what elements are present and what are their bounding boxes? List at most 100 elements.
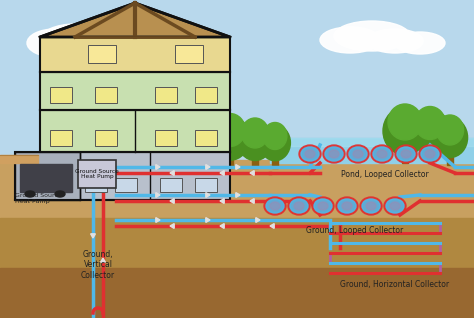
Bar [95, 87, 117, 103]
Ellipse shape [371, 145, 393, 163]
Ellipse shape [323, 145, 345, 163]
Ellipse shape [237, 121, 273, 161]
Polygon shape [156, 165, 160, 169]
Polygon shape [220, 170, 224, 176]
Text: Ground Source
Heat Pump: Ground Source Heat Pump [75, 169, 119, 179]
Ellipse shape [210, 116, 250, 160]
Polygon shape [100, 258, 105, 262]
Ellipse shape [263, 122, 287, 149]
Polygon shape [236, 193, 240, 197]
Ellipse shape [329, 150, 339, 158]
Bar [50, 130, 72, 146]
Bar [0, 0, 474, 163]
Bar [95, 130, 117, 146]
Ellipse shape [410, 109, 450, 153]
Polygon shape [220, 224, 224, 228]
Ellipse shape [347, 145, 369, 163]
Polygon shape [170, 224, 174, 228]
Ellipse shape [270, 202, 280, 210]
Ellipse shape [70, 32, 120, 56]
Ellipse shape [349, 147, 367, 161]
Polygon shape [220, 199, 224, 204]
Bar [40, 110, 230, 152]
Ellipse shape [290, 199, 308, 213]
Bar [50, 87, 72, 103]
Bar [227, 148, 233, 168]
Bar [272, 148, 278, 168]
Ellipse shape [320, 27, 380, 53]
Bar [88, 45, 116, 63]
Ellipse shape [215, 114, 246, 147]
Ellipse shape [415, 107, 445, 140]
Ellipse shape [288, 197, 310, 215]
Bar [0, 268, 474, 318]
Ellipse shape [336, 197, 358, 215]
Ellipse shape [388, 104, 422, 140]
Ellipse shape [299, 145, 321, 163]
Bar [195, 87, 217, 103]
Polygon shape [256, 218, 260, 222]
Ellipse shape [266, 199, 284, 213]
Bar [195, 178, 217, 192]
Ellipse shape [437, 115, 464, 145]
Bar [15, 152, 80, 200]
Polygon shape [156, 218, 160, 222]
Bar [0, 218, 474, 318]
Polygon shape [236, 165, 240, 169]
Ellipse shape [401, 150, 411, 158]
Ellipse shape [397, 147, 415, 161]
Bar [0, 155, 38, 163]
Ellipse shape [338, 199, 356, 213]
Text: Ground, Looped Collector: Ground, Looped Collector [306, 226, 404, 235]
Text: Ground Source
Heat Pump: Ground Source Heat Pump [15, 193, 62, 204]
Ellipse shape [367, 29, 423, 53]
Ellipse shape [366, 202, 376, 210]
Bar [160, 178, 182, 192]
Ellipse shape [241, 118, 269, 148]
Ellipse shape [325, 147, 343, 161]
Ellipse shape [294, 202, 304, 210]
Ellipse shape [27, 29, 83, 57]
Ellipse shape [314, 199, 332, 213]
Ellipse shape [55, 191, 65, 197]
Text: Pond, Looped Collector: Pond, Looped Collector [341, 170, 429, 179]
Bar [20, 164, 72, 192]
Polygon shape [270, 224, 274, 228]
Bar [402, 143, 408, 163]
Bar [175, 45, 203, 63]
Ellipse shape [362, 199, 380, 213]
Bar [78, 160, 116, 188]
Ellipse shape [260, 125, 291, 161]
Ellipse shape [432, 117, 467, 157]
Ellipse shape [40, 24, 110, 56]
Polygon shape [206, 165, 210, 169]
Ellipse shape [373, 147, 391, 161]
Text: Ground, Horizontal Collector: Ground, Horizontal Collector [340, 280, 449, 289]
Ellipse shape [318, 202, 328, 210]
Bar [0, 160, 474, 318]
Polygon shape [170, 170, 174, 176]
Ellipse shape [395, 32, 445, 54]
Polygon shape [250, 170, 254, 176]
Ellipse shape [419, 145, 441, 163]
Ellipse shape [425, 150, 435, 158]
Bar [85, 178, 107, 192]
Bar [427, 141, 433, 161]
Polygon shape [206, 218, 210, 222]
Ellipse shape [305, 150, 315, 158]
Polygon shape [91, 234, 95, 238]
Ellipse shape [312, 197, 334, 215]
Ellipse shape [395, 145, 417, 163]
Ellipse shape [264, 197, 286, 215]
Polygon shape [40, 3, 230, 37]
Ellipse shape [390, 202, 400, 210]
Bar [155, 87, 177, 103]
Polygon shape [156, 193, 160, 197]
Bar [447, 145, 453, 165]
Bar [40, 72, 230, 110]
Polygon shape [250, 199, 254, 204]
Ellipse shape [383, 107, 427, 155]
Bar [15, 152, 230, 200]
Ellipse shape [342, 202, 352, 210]
Bar [252, 148, 258, 168]
